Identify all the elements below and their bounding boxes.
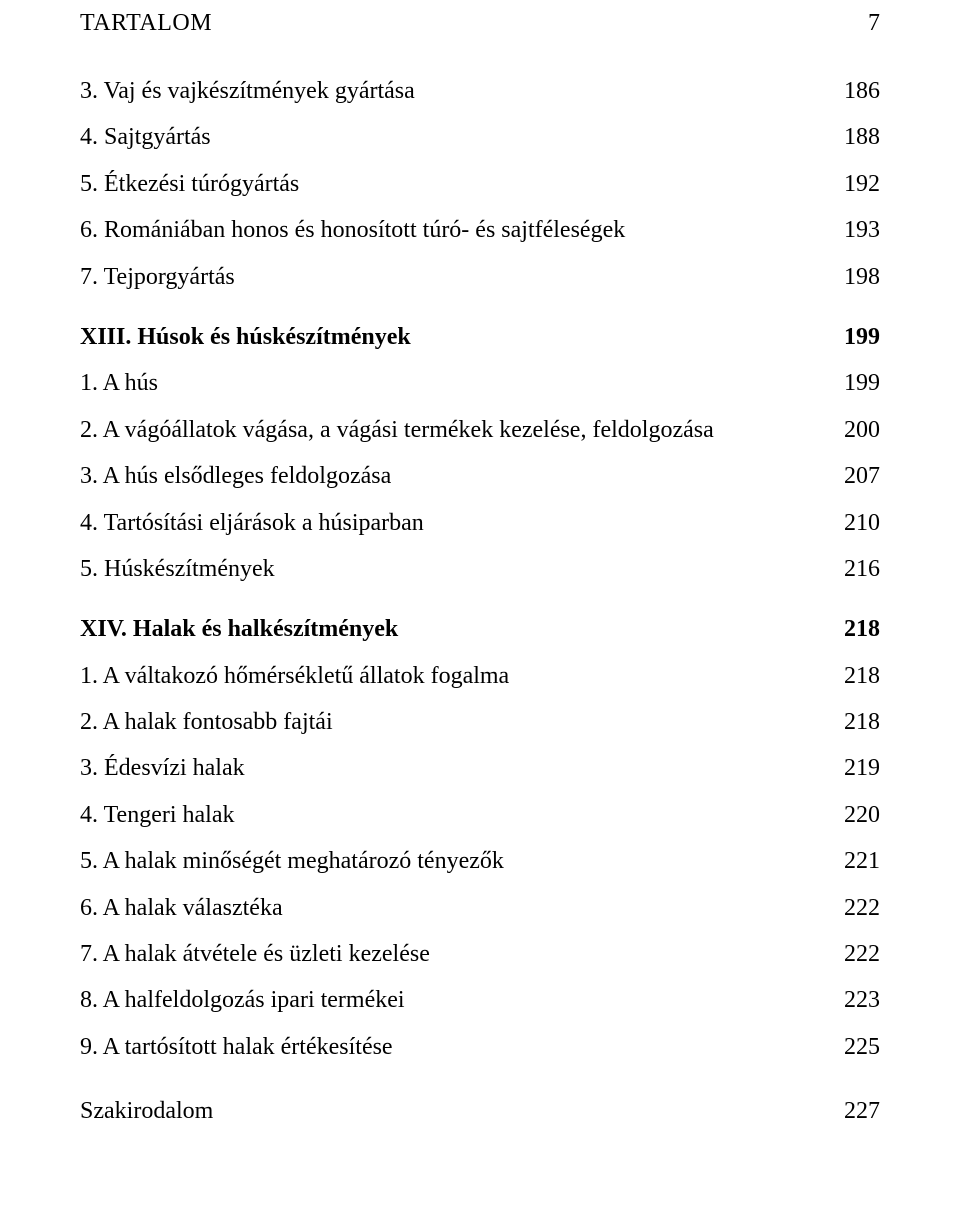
toc-entry: 3. A hús elsődleges feldolgozása207 bbox=[80, 460, 880, 492]
toc-entry-page: 199 bbox=[844, 367, 880, 399]
toc-entry-page: 192 bbox=[844, 168, 880, 200]
toc-entry-label: 6. Romániában honos és honosított túró- … bbox=[80, 214, 844, 246]
toc-chapter: XIII. Húsok és húskészítmények199 bbox=[80, 321, 880, 353]
toc-entry-page: 210 bbox=[844, 507, 880, 539]
toc-entry-page: 221 bbox=[844, 845, 880, 877]
toc-entry-label: 7. A halak átvétele és üzleti kezelése bbox=[80, 938, 844, 970]
toc-entry-label: 7. Tejporgyártás bbox=[80, 261, 844, 293]
toc-entry-label: 4. Tartósítási eljárások a húsiparban bbox=[80, 507, 844, 539]
toc-entry-page: 199 bbox=[844, 321, 880, 353]
toc-entry-label: 4. Sajtgyártás bbox=[80, 121, 844, 153]
toc-entry-page: 218 bbox=[844, 613, 880, 645]
toc-entry-page: 222 bbox=[844, 892, 880, 924]
toc-entry-label: 6. A halak választéka bbox=[80, 892, 844, 924]
toc-entry-label: 5. Húskészítmények bbox=[80, 553, 844, 585]
toc-chapter: XIV. Halak és halkészítmények218 bbox=[80, 613, 880, 645]
toc-entry-label: 5. Étkezési túrógyártás bbox=[80, 168, 844, 200]
toc-entry-page: 207 bbox=[844, 460, 880, 492]
toc-entry: 1. A váltakozó hőmérsékletű állatok foga… bbox=[80, 660, 880, 692]
toc-entry-page: 186 bbox=[844, 75, 880, 107]
toc-entry: 6. A halak választéka222 bbox=[80, 892, 880, 924]
table-of-contents: 3. Vaj és vajkészítmények gyártása1864. … bbox=[80, 75, 880, 1128]
toc-entry: 3. Vaj és vajkészítmények gyártása186 bbox=[80, 75, 880, 107]
toc-entry-page: 225 bbox=[844, 1031, 880, 1063]
toc-entry-page: 218 bbox=[844, 706, 880, 738]
toc-entry-label: 4. Tengeri halak bbox=[80, 799, 844, 831]
toc-entry-page: 218 bbox=[844, 660, 880, 692]
toc-entry-page: 219 bbox=[844, 752, 880, 784]
toc-entry-label: 2. A halak fontosabb fajtái bbox=[80, 706, 844, 738]
toc-entry-label: 3. Vaj és vajkészítmények gyártása bbox=[80, 75, 844, 107]
toc-entry: 5. A halak minőségét meghatározó tényező… bbox=[80, 845, 880, 877]
toc-entry: 1. A hús199 bbox=[80, 367, 880, 399]
toc-entry-page: 193 bbox=[844, 214, 880, 246]
toc-entry: 4. Tartósítási eljárások a húsiparban210 bbox=[80, 507, 880, 539]
toc-entry-label: 1. A váltakozó hőmérsékletű állatok foga… bbox=[80, 660, 844, 692]
toc-entry-page: 200 bbox=[844, 414, 880, 446]
toc-entry: 8. A halfeldolgozás ipari termékei223 bbox=[80, 984, 880, 1016]
running-title: TARTALOM bbox=[80, 10, 212, 37]
toc-entry: 9. A tartósított halak értékesítése225 bbox=[80, 1031, 880, 1063]
toc-entry-page: 227 bbox=[844, 1095, 880, 1127]
toc-entry: 2. A halak fontosabb fajtái218 bbox=[80, 706, 880, 738]
toc-entry-label: 8. A halfeldolgozás ipari termékei bbox=[80, 984, 844, 1016]
toc-entry-label: 3. A hús elsődleges feldolgozása bbox=[80, 460, 844, 492]
toc-entry-page: 223 bbox=[844, 984, 880, 1016]
toc-entry-label: XIV. Halak és halkészítmények bbox=[80, 613, 844, 645]
toc-entry: 4. Tengeri halak220 bbox=[80, 799, 880, 831]
toc-entry-label: 2. A vágóállatok vágása, a vágási termék… bbox=[80, 414, 844, 446]
toc-entry-label: 3. Édesvízi halak bbox=[80, 752, 844, 784]
toc-entry: 4. Sajtgyártás188 bbox=[80, 121, 880, 153]
toc-entry: 7. Tejporgyártás198 bbox=[80, 261, 880, 293]
toc-entry-page: 198 bbox=[844, 261, 880, 293]
page-header: TARTALOM 7 bbox=[80, 0, 880, 37]
toc-entry: 6. Romániában honos és honosított túró- … bbox=[80, 214, 880, 246]
toc-entry-label: 1. A hús bbox=[80, 367, 844, 399]
toc-entry-page: 220 bbox=[844, 799, 880, 831]
toc-entry-label: 9. A tartósított halak értékesítése bbox=[80, 1031, 844, 1063]
toc-entry-page: 188 bbox=[844, 121, 880, 153]
running-page-number: 7 bbox=[868, 10, 880, 37]
toc-entry-page: 216 bbox=[844, 553, 880, 585]
toc-entry: 2. A vágóállatok vágása, a vágási termék… bbox=[80, 414, 880, 446]
toc-entry: 3. Édesvízi halak219 bbox=[80, 752, 880, 784]
toc-entry-label: XIII. Húsok és húskészítmények bbox=[80, 321, 844, 353]
toc-entry: Szakirodalom227 bbox=[80, 1095, 880, 1127]
toc-entry-label: Szakirodalom bbox=[80, 1095, 844, 1127]
toc-entry-label: 5. A halak minőségét meghatározó tényező… bbox=[80, 845, 844, 877]
toc-entry: 7. A halak átvétele és üzleti kezelése22… bbox=[80, 938, 880, 970]
toc-entry-page: 222 bbox=[844, 938, 880, 970]
toc-entry: 5. Húskészítmények216 bbox=[80, 553, 880, 585]
toc-entry: 5. Étkezési túrógyártás192 bbox=[80, 168, 880, 200]
